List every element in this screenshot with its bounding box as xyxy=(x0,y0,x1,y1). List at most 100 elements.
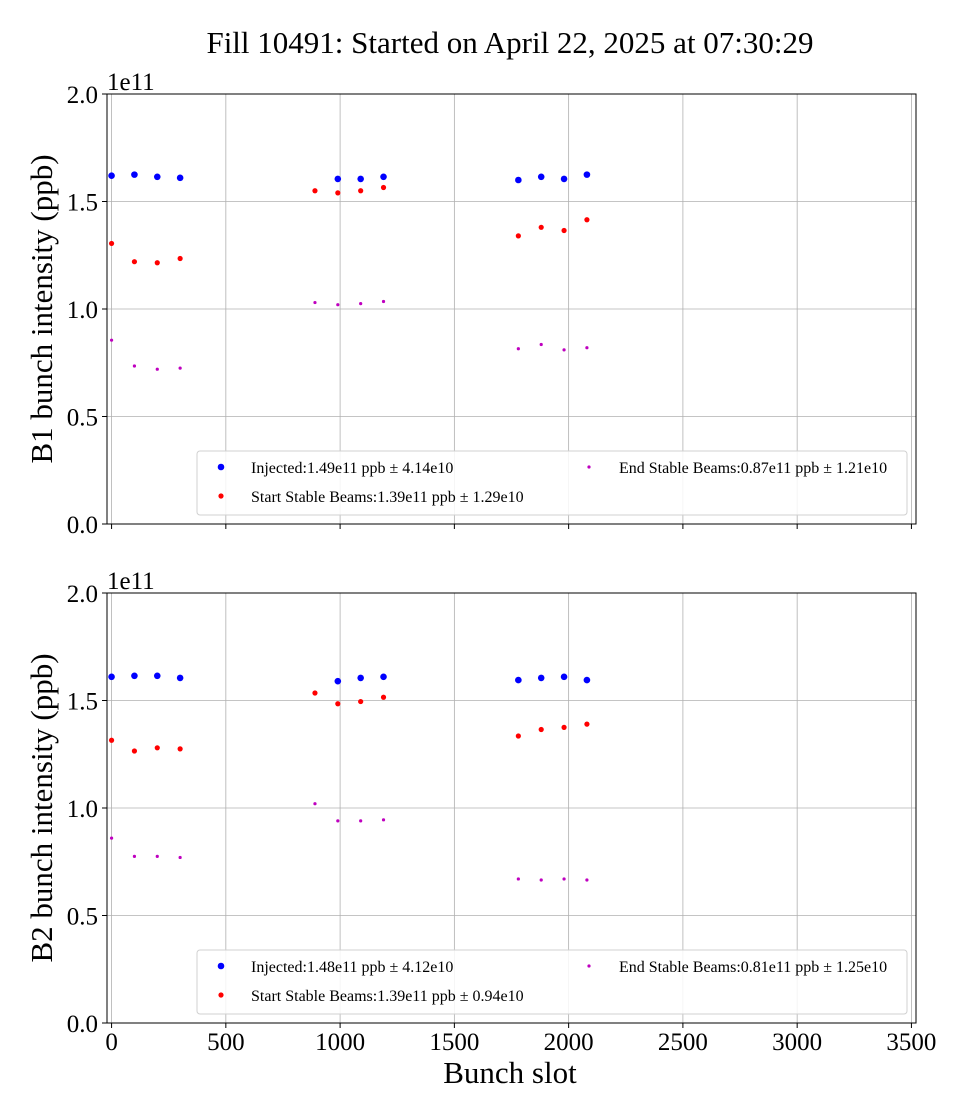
b2-data-point xyxy=(178,855,182,860)
b2-data-point xyxy=(562,877,566,881)
b2-data-point xyxy=(539,878,543,882)
b2-data-point xyxy=(334,677,342,685)
b2-data-point xyxy=(155,854,159,858)
b2-legend-marker xyxy=(587,964,591,968)
b2-data-point xyxy=(357,674,364,682)
b1-data-point xyxy=(380,184,387,191)
b1-legend-marker xyxy=(587,465,591,469)
b1-legend-marker xyxy=(217,463,225,471)
b1-legend-label: End Stable Beams:0.87e11 ppb ± 1.21e10 xyxy=(619,460,887,477)
b2-x-tick-label: 500 xyxy=(207,1029,245,1056)
b1-data-point xyxy=(153,173,161,181)
b2-data-point xyxy=(537,674,545,682)
b2-data-point xyxy=(154,745,160,751)
b1-y-tick-label: 1.0 xyxy=(67,297,98,324)
b2-data-point xyxy=(177,746,183,752)
b1-data-point xyxy=(336,303,340,307)
b1-series-2 xyxy=(109,299,589,371)
b1-data-point xyxy=(176,174,184,182)
b2-data-point xyxy=(515,676,522,684)
b2-legend-box xyxy=(196,949,908,1015)
b2-y-tick-label: 2.0 xyxy=(67,581,98,608)
b1-series-0 xyxy=(108,171,591,184)
b2-data-point xyxy=(176,674,184,682)
b1-data-point xyxy=(560,175,568,183)
b2-x-tick-label: 3500 xyxy=(886,1029,936,1056)
b1-data-point xyxy=(585,346,589,350)
b1-data-point xyxy=(516,347,520,351)
b2-x-tick-label: 1500 xyxy=(429,1029,479,1056)
b2-data-point xyxy=(109,836,114,840)
b2-x-tick-label: 2500 xyxy=(658,1029,708,1056)
b1-data-point xyxy=(334,175,342,183)
b1-data-point xyxy=(108,240,115,247)
b2-data-point xyxy=(380,673,387,681)
b1-legend: Injected:1.49e11 ppb ± 4.14e10 Start Stab… xyxy=(196,450,908,516)
b2-intensity-panel: 0 500 1000 1500 2000 2500 3000 3500 0.0 0.5 1.0 1.5… xyxy=(24,568,936,1056)
b2-x-tick-label: 2000 xyxy=(544,1029,594,1056)
b2-data-point xyxy=(583,676,591,684)
b1-legend-box xyxy=(196,450,908,516)
b1-data-point xyxy=(561,227,567,234)
b2-legend-label: Injected:1.48e11 ppb ± 4.12e10 xyxy=(251,959,453,976)
figure-title: Fill 10491: Started on April 22, 2025 at… xyxy=(206,25,813,60)
b2-legend-marker xyxy=(217,962,225,970)
b1-data-point xyxy=(335,190,341,196)
b2-data-point xyxy=(560,673,568,681)
b2-data-point xyxy=(131,672,138,680)
b1-y-tick-label: 0.5 xyxy=(67,405,98,432)
b2-y-tick-label: 1.0 xyxy=(67,796,98,823)
b2-data-point xyxy=(584,721,590,727)
b2-data-point xyxy=(515,733,521,739)
b2-y-offset-label: 1e11 xyxy=(107,568,155,595)
b2-data-point xyxy=(538,726,544,733)
b1-data-point xyxy=(515,176,522,184)
b2-data-point xyxy=(516,877,520,881)
b2-legend: Injected:1.48e11 ppb ± 4.12e10 Start Stab… xyxy=(196,949,908,1015)
b2-data-point xyxy=(153,672,161,680)
b2-data-point xyxy=(108,737,115,743)
b1-data-point xyxy=(357,175,364,183)
b1-data-point xyxy=(131,171,138,178)
b2-data-point xyxy=(312,690,318,696)
b1-data-point xyxy=(132,364,137,368)
x-axis-label: Bunch slot xyxy=(443,1055,577,1090)
b2-y-tick-label: 0.0 xyxy=(67,1011,98,1038)
b1-data-point xyxy=(584,217,590,223)
b2-y-tick-label: 1.5 xyxy=(67,689,98,716)
b1-data-point xyxy=(359,302,363,306)
b2-legend-label: Start Stable Beams:1.39e11 ppb ± 0.94e10 xyxy=(251,988,524,1005)
b1-series-1 xyxy=(108,184,590,266)
b1-y-offset-label: 1e11 xyxy=(107,69,155,96)
b1-y-tick-label: 0.0 xyxy=(67,512,98,539)
b1-data-point xyxy=(583,171,591,178)
b1-data-point xyxy=(131,259,138,265)
b1-data-point xyxy=(109,338,114,342)
b1-data-point xyxy=(108,172,115,179)
b2-legend-marker xyxy=(218,992,224,998)
b2-data-point xyxy=(108,673,115,681)
b1-y-tick-label: 1.5 xyxy=(67,190,98,217)
b1-data-point xyxy=(515,233,521,239)
b2-series-0 xyxy=(108,672,591,685)
b1-data-point xyxy=(178,366,182,370)
b1-data-point xyxy=(313,300,317,305)
b2-data-point xyxy=(561,724,567,730)
b2-legend-label: End Stable Beams:0.81e11 ppb ± 1.25e10 xyxy=(619,959,887,976)
b1-data-point xyxy=(312,188,318,194)
b2-data-point xyxy=(313,802,317,806)
b1-legend-label: Start Stable Beams:1.39e11 ppb ± 1.29e10 xyxy=(251,489,524,506)
b1-data-point xyxy=(537,173,545,181)
b1-data-point xyxy=(154,260,160,266)
b2-x-tick-label: 1000 xyxy=(315,1029,365,1056)
b2-data-point xyxy=(131,748,138,754)
b1-data-point xyxy=(381,299,386,304)
b1-data-point xyxy=(538,224,544,230)
b1-data-point xyxy=(155,367,159,371)
b2-y-tick-label: 0.5 xyxy=(67,904,98,931)
b2-data-point xyxy=(132,854,137,858)
b1-data-point xyxy=(380,173,387,181)
b2-series-2 xyxy=(109,802,589,882)
b1-data-point xyxy=(539,342,543,347)
